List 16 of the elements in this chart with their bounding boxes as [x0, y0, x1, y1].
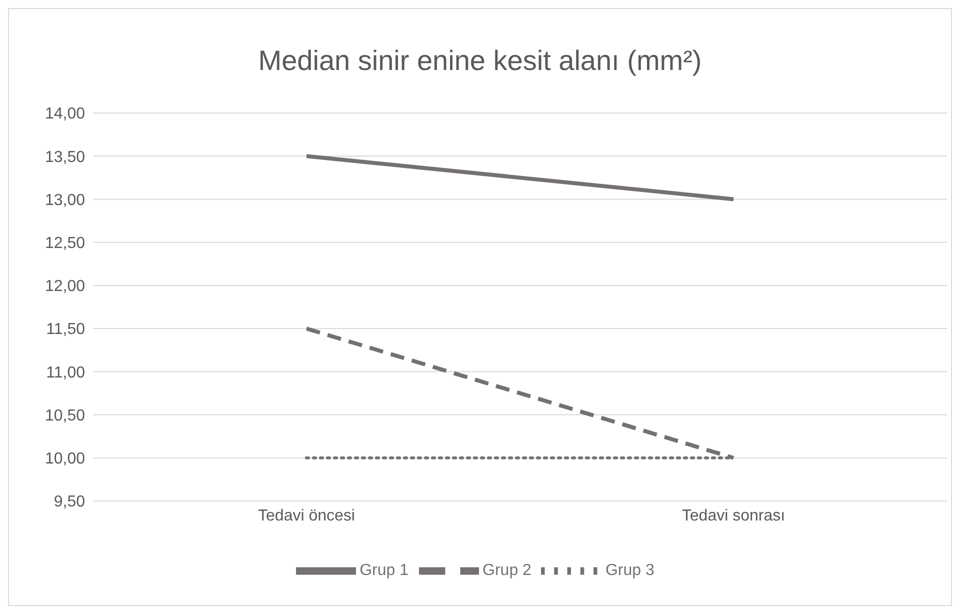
legend-label: Grup 2 — [482, 562, 532, 580]
y-tick-label: 13,50 — [44, 148, 86, 166]
chart-title: Median sinir enine kesit alanı (mm²) — [257, 44, 703, 78]
y-tick-label: 14,00 — [44, 106, 86, 123]
y-tick-label: 10,00 — [44, 450, 86, 468]
y-tick-label: 9,50 — [54, 494, 86, 511]
x-tick-label: Tedavi öncesi — [258, 507, 355, 524]
y-tick-label: 11,50 — [46, 321, 86, 338]
legend-label: Grup 3 — [605, 562, 654, 580]
y-tick-label: 10,50 — [44, 407, 86, 424]
y-tick-label: 11,00 — [46, 364, 86, 382]
x-tick-label: Tedavi sonrası — [682, 507, 786, 524]
legend-label: Grup 1 — [360, 562, 409, 580]
y-tick-label: 12,50 — [44, 235, 86, 252]
y-tick-label: 13,00 — [44, 192, 86, 209]
y-tick-label: 12,00 — [44, 278, 86, 296]
